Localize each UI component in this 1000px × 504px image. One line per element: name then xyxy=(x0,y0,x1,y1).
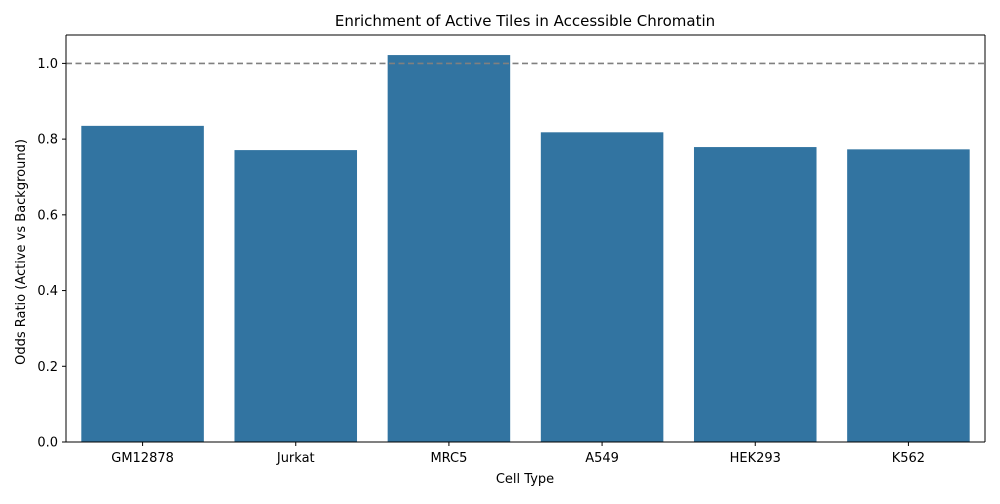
x-tick-label: GM12878 xyxy=(111,451,174,466)
y-tick-label: 0.0 xyxy=(37,436,58,451)
y-ticks: 0.0 0.2 0.4 0.6 0.8 1.0 xyxy=(37,57,66,451)
x-tick-label: A549 xyxy=(585,451,619,466)
x-tick-label: HEK293 xyxy=(730,451,781,466)
bar-mrc5 xyxy=(387,55,511,443)
x-ticks: GM12878 Jurkat MRC5 A549 HEK293 K562 xyxy=(111,442,925,466)
chart-title: Enrichment of Active Tiles in Accessible… xyxy=(335,12,715,30)
bar-jurkat xyxy=(234,150,358,442)
x-tick-label: Jurkat xyxy=(276,451,315,466)
bar-gm12878 xyxy=(81,125,204,443)
y-axis-label: Odds Ratio (Active vs Background) xyxy=(14,139,29,365)
bar-k562 xyxy=(847,149,970,442)
bar-a549 xyxy=(540,132,664,442)
y-tick-label: 0.8 xyxy=(37,133,58,148)
y-tick-label: 1.0 xyxy=(37,57,58,72)
y-tick-label: 0.2 xyxy=(37,360,58,375)
axes xyxy=(65,34,986,443)
x-tick-label: MRC5 xyxy=(430,451,467,466)
y-tick-label: 0.6 xyxy=(37,208,58,223)
bar-hek293 xyxy=(693,147,817,443)
y-tick-label: 0.4 xyxy=(37,284,58,299)
x-tick-label: K562 xyxy=(892,451,925,466)
x-axis-label: Cell Type xyxy=(496,472,554,487)
bars xyxy=(81,55,970,443)
